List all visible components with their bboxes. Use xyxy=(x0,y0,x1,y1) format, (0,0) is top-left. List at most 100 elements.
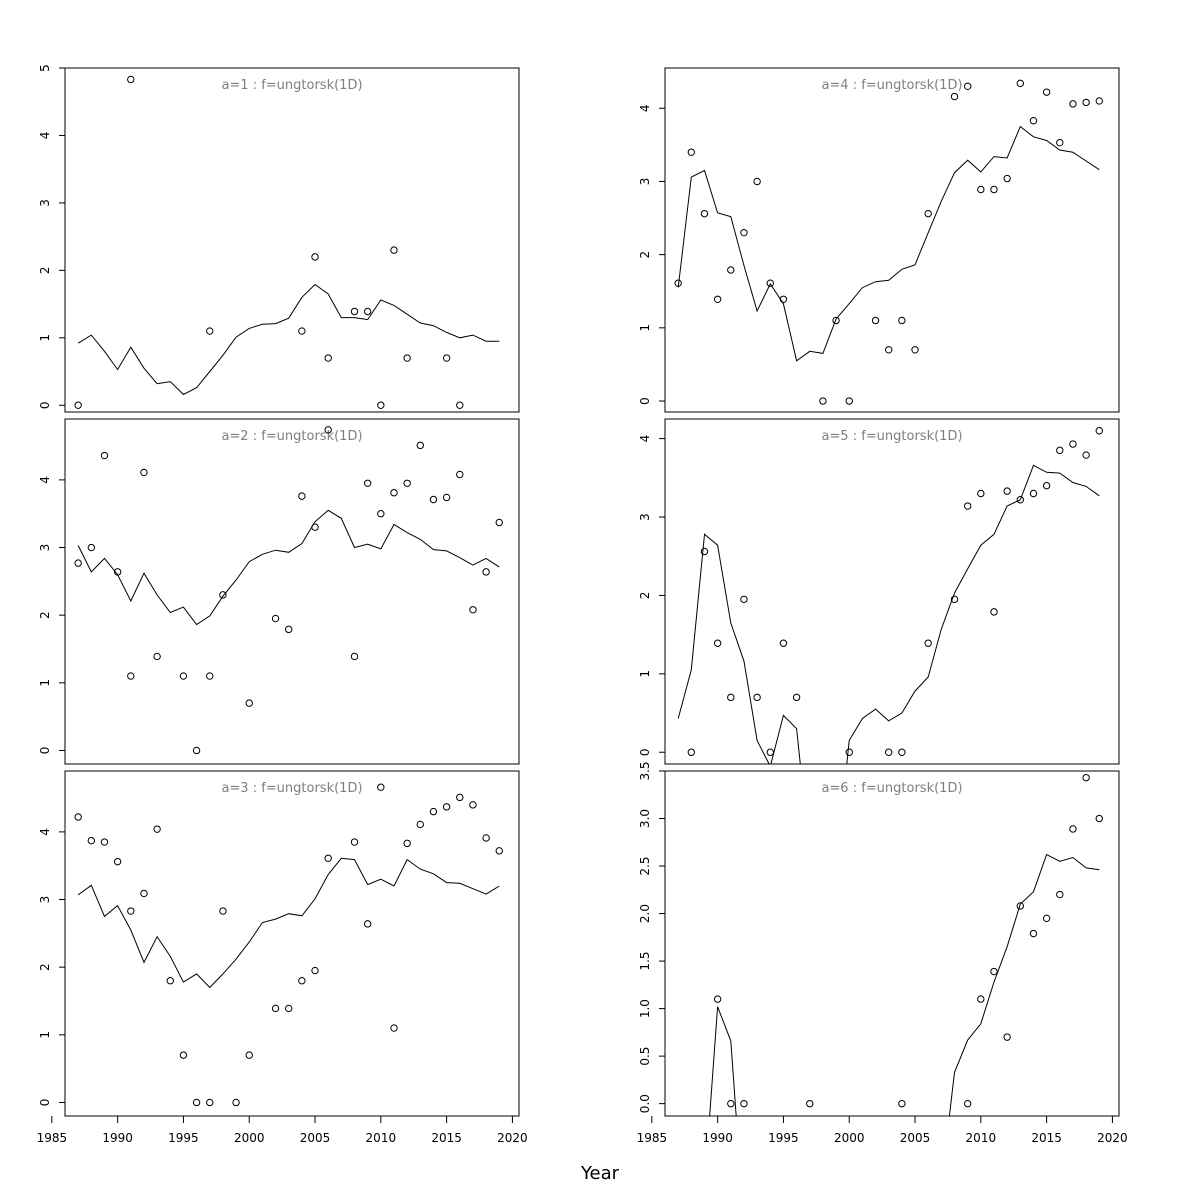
panel-1: a=1 : f=ungtorsk(1D) 0 1 2 3 4 5 xyxy=(38,64,520,413)
observed-point xyxy=(456,401,464,409)
y-tick-label: 2.0 xyxy=(638,904,652,923)
x-tick-label: 2015 xyxy=(431,1131,462,1145)
observed-point xyxy=(1056,890,1064,899)
y-tick-label: 1 xyxy=(638,324,652,332)
observed-point xyxy=(1029,929,1038,938)
observed-point xyxy=(1029,489,1038,498)
observed-point xyxy=(153,825,161,833)
observed-point xyxy=(753,693,761,702)
observed-point xyxy=(390,1024,398,1032)
observed-point xyxy=(885,748,893,756)
observed-point xyxy=(1003,487,1011,495)
observed-point xyxy=(350,307,359,316)
observed-point xyxy=(977,489,985,498)
observed-point xyxy=(416,441,425,450)
observed-point xyxy=(898,316,906,325)
observed-point xyxy=(1016,79,1025,88)
observed-point xyxy=(740,228,748,237)
y-tick-label: 4 xyxy=(38,132,52,140)
observed-point xyxy=(127,672,135,680)
observed-point xyxy=(740,1099,748,1108)
observed-point xyxy=(469,801,477,809)
observed-point xyxy=(127,75,135,84)
observed-point xyxy=(206,327,214,335)
panel-title: a=5 : f=ungtorsk(1D) xyxy=(821,429,962,444)
observed-point xyxy=(363,479,372,487)
observed-point xyxy=(779,295,788,303)
observed-point xyxy=(232,1098,240,1107)
observed-point xyxy=(1042,481,1051,490)
y-tick-label: 2 xyxy=(38,963,52,971)
y-tick-label: 1.0 xyxy=(638,999,652,1018)
observed-point xyxy=(713,995,722,1003)
y-tick-label: 1 xyxy=(38,334,52,342)
observed-point xyxy=(845,748,853,756)
observed-point xyxy=(1042,914,1051,923)
observed-point xyxy=(806,1099,814,1108)
observed-point xyxy=(442,493,451,502)
x-tick-label: 2020 xyxy=(1097,1131,1128,1145)
observed-point xyxy=(74,401,82,409)
y-tick-label: 1 xyxy=(38,679,52,687)
observed-point xyxy=(285,1004,293,1013)
panel-6: a=6 : f=ungtorsk(1D) 0.0 0.5 1.0 1.5 2.0 2.5 3.… xyxy=(637,761,1128,1145)
observed-point xyxy=(990,608,998,616)
observed-point xyxy=(766,748,774,756)
y-tick-label: 4 xyxy=(38,828,52,836)
y-tick-label: 3 xyxy=(38,199,52,207)
observed-point xyxy=(700,209,709,218)
observed-point xyxy=(1042,88,1051,96)
observed-point xyxy=(1095,814,1103,823)
y-tick-label: 0.0 xyxy=(638,1094,652,1113)
observed-point xyxy=(1095,427,1103,435)
observed-point xyxy=(832,316,840,325)
y-tick-label: 2 xyxy=(38,611,52,619)
observed-point xyxy=(871,316,880,325)
y-tick-label: 1 xyxy=(38,1031,52,1039)
observed-point xyxy=(285,625,293,634)
observed-point xyxy=(963,502,972,510)
x-tick-label: 2015 xyxy=(1031,1131,1062,1145)
observed-point xyxy=(390,246,398,254)
fitted-line xyxy=(77,509,500,626)
panel-4: a=5 : f=ungtorsk(1D) 0 1 2 3 4 xyxy=(638,418,1120,765)
observed-point xyxy=(1056,138,1064,147)
observed-point xyxy=(727,1099,735,1108)
observed-point xyxy=(963,82,972,90)
observed-point xyxy=(845,397,853,405)
observed-point xyxy=(1082,451,1090,459)
observed-point xyxy=(179,1051,188,1059)
observed-point xyxy=(363,307,372,316)
plot-frame xyxy=(664,418,1120,765)
fitted-line xyxy=(677,464,1100,764)
observed-point xyxy=(674,279,682,287)
observed-point xyxy=(924,209,932,218)
observed-point xyxy=(779,639,788,647)
y-tick-label: 0.5 xyxy=(638,1047,652,1066)
panel-title: a=2 : f=ungtorsk(1D) xyxy=(221,429,362,444)
observed-point xyxy=(1056,446,1064,455)
observed-point xyxy=(363,920,372,928)
plot-frame xyxy=(64,418,520,765)
plot-frame xyxy=(664,67,1120,413)
observed-point xyxy=(219,591,227,599)
fitted-line xyxy=(77,857,500,989)
fitted-line xyxy=(77,283,500,396)
observed-point xyxy=(792,693,801,702)
observed-point xyxy=(324,354,332,362)
y-tick-label: 1.5 xyxy=(638,952,652,971)
observed-point xyxy=(990,185,998,194)
observed-point xyxy=(206,1098,214,1107)
observed-point xyxy=(977,995,985,1003)
observed-point xyxy=(324,854,332,862)
panel-5: a=3 : f=ungtorsk(1D) 0 1 2 3 4 1985 1990 1995 200… xyxy=(37,770,528,1145)
observed-point xyxy=(192,1098,201,1107)
observed-point xyxy=(1016,902,1025,910)
observed-point xyxy=(192,746,201,755)
observed-point xyxy=(179,672,188,680)
panel-title: a=4 : f=ungtorsk(1D) xyxy=(821,78,962,93)
panel-3: a=2 : f=ungtorsk(1D) 0 1 2 3 4 xyxy=(38,418,520,765)
observed-point xyxy=(924,639,932,647)
observed-point xyxy=(713,639,722,647)
observed-point xyxy=(298,327,306,335)
